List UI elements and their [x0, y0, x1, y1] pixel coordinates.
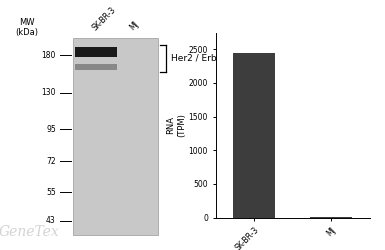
Text: 95: 95	[46, 125, 56, 134]
Text: MW
(kDa): MW (kDa)	[15, 18, 38, 37]
Text: Her2 / ErbB2: Her2 / ErbB2	[171, 54, 229, 63]
Bar	[233, 53, 275, 218]
Bar	[73, 38, 158, 235]
Text: MJ: MJ	[128, 20, 141, 32]
Text: 72: 72	[46, 157, 56, 166]
Text: 180: 180	[42, 51, 56, 60]
Text: 130: 130	[41, 88, 56, 98]
Text: 43: 43	[46, 216, 56, 225]
Text: 55: 55	[46, 188, 56, 197]
Text: SK-BR-3: SK-BR-3	[90, 5, 118, 32]
Text: GeneTex: GeneTex	[0, 226, 59, 239]
Bar	[75, 48, 117, 57]
Y-axis label: RNA
(TPM): RNA (TPM)	[166, 113, 186, 137]
Bar	[310, 217, 352, 218]
Bar	[75, 64, 117, 70]
